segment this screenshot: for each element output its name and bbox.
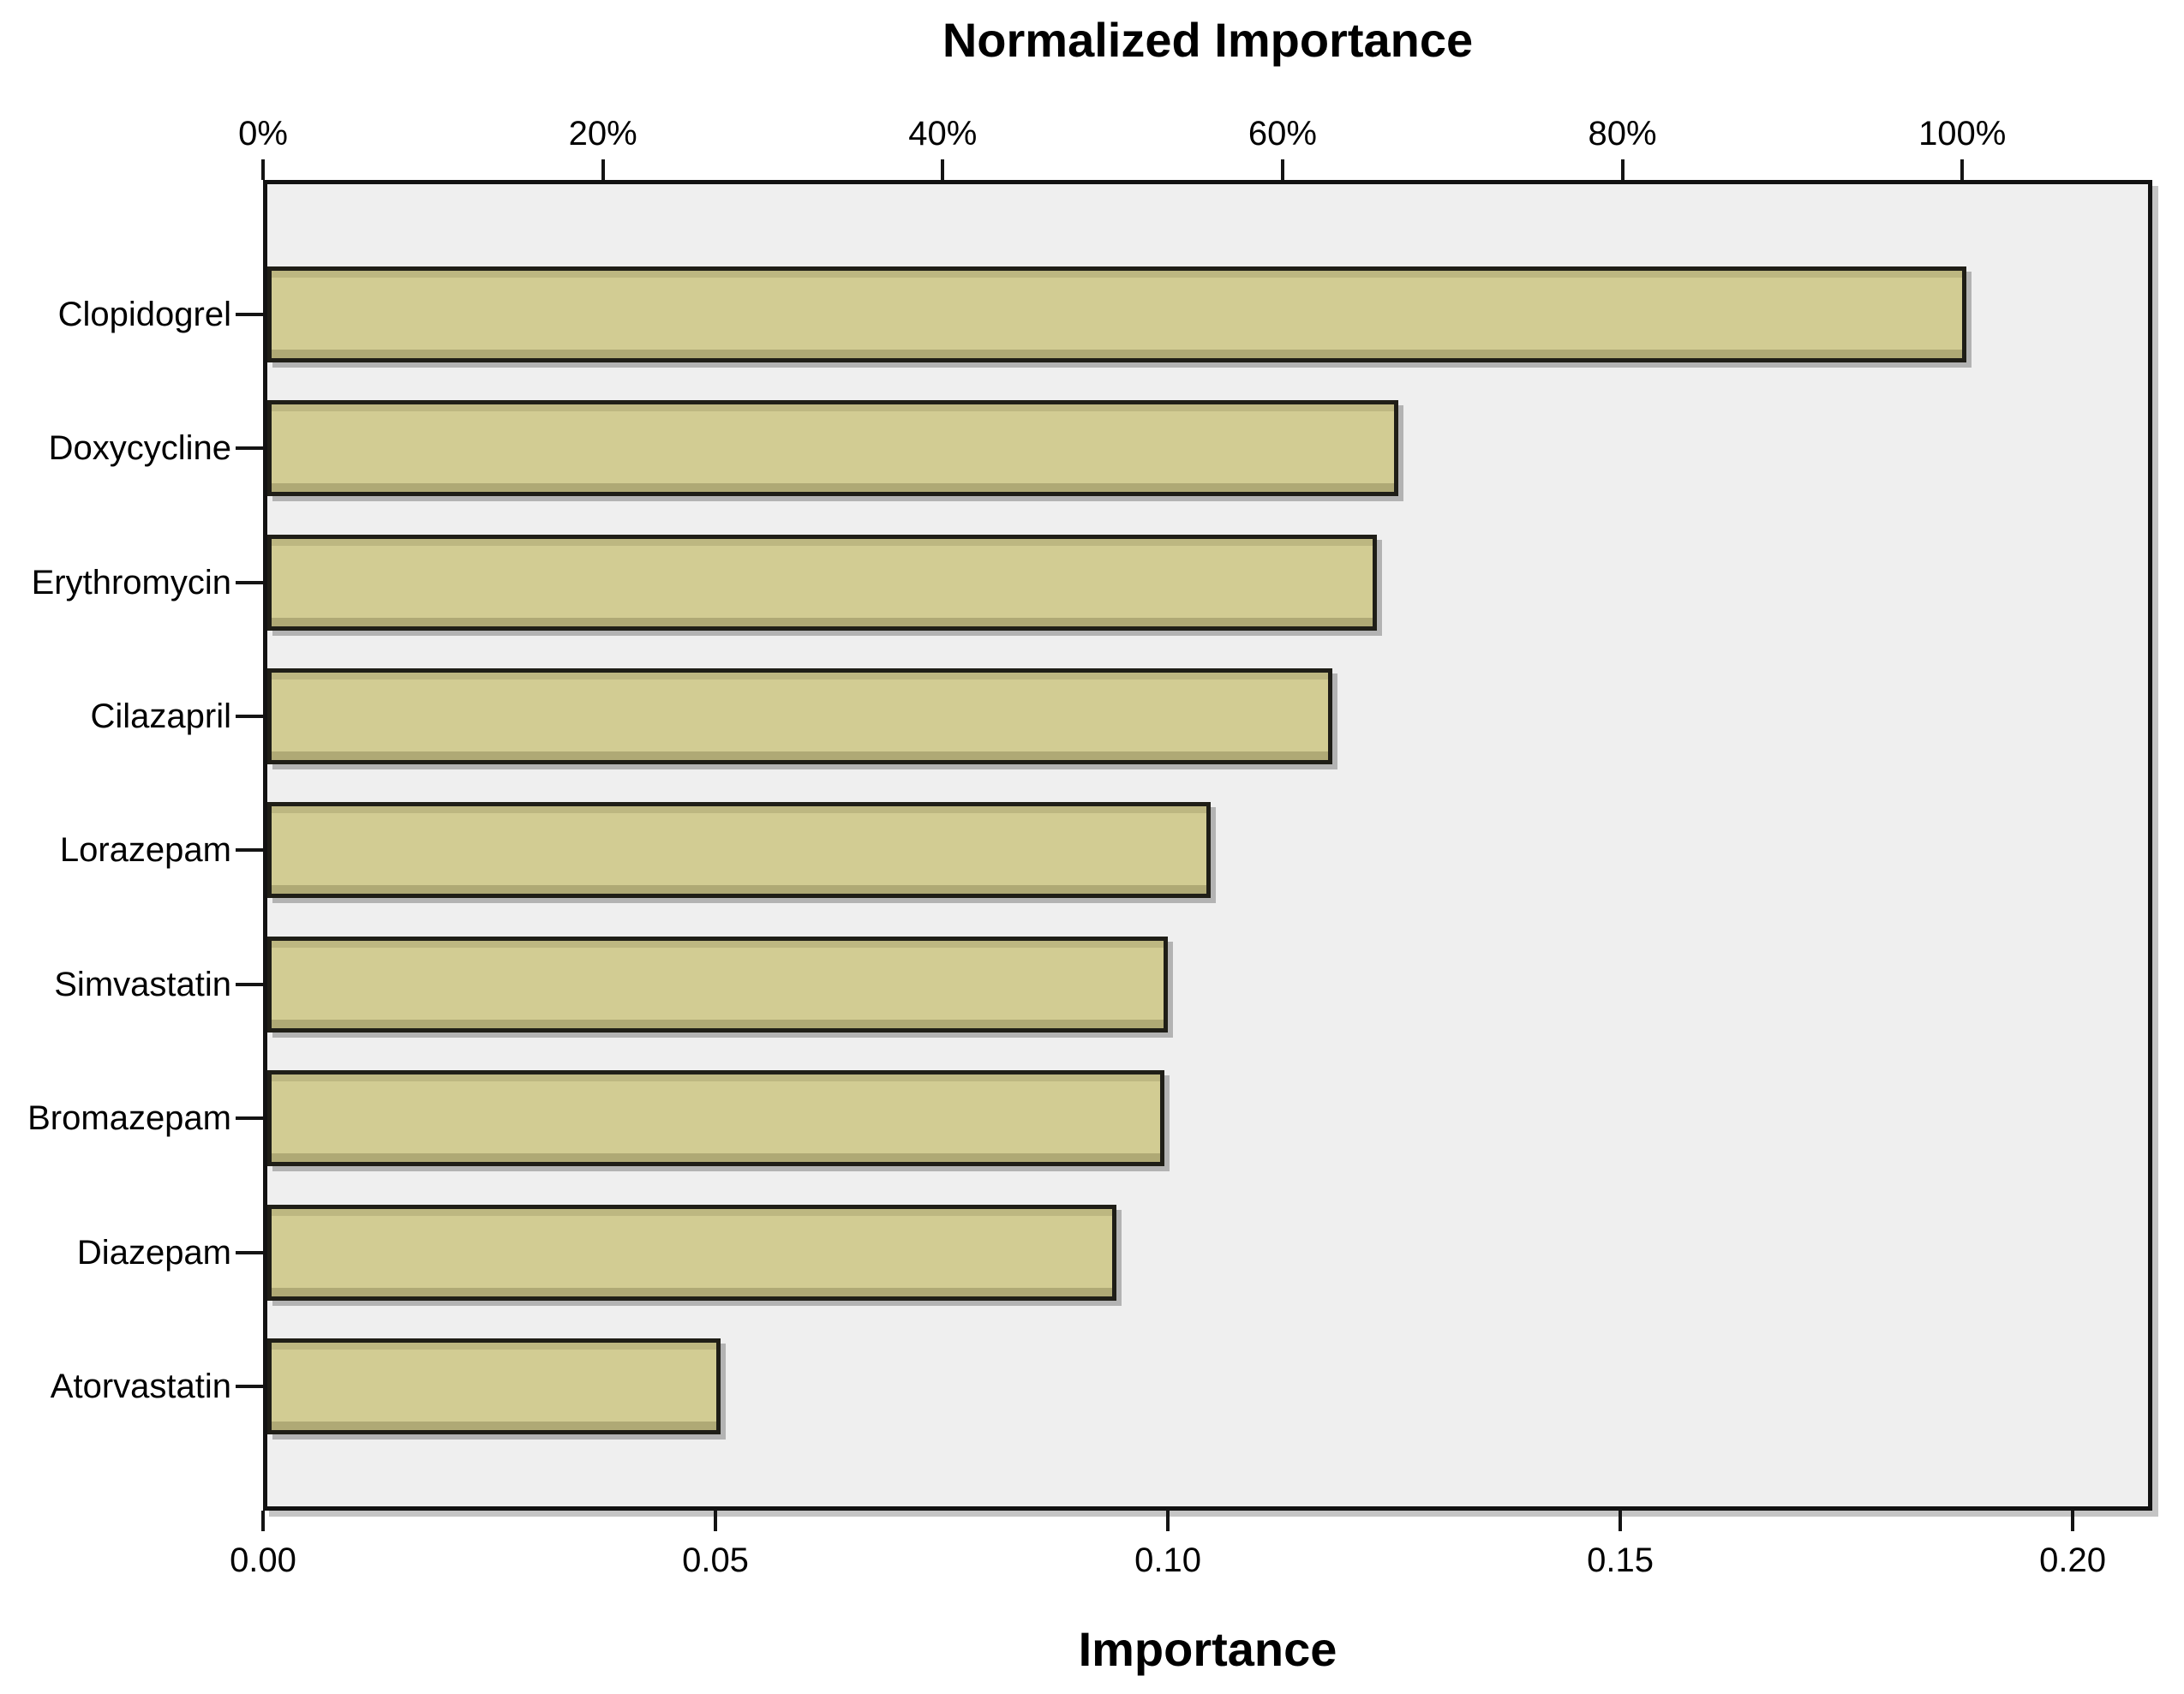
top-tick [1960, 159, 1965, 180]
bottom-tick-label: 0.20 [2039, 1541, 2106, 1579]
top-tick-label: 0% [238, 115, 288, 153]
top-tick-label: 100% [1918, 115, 2007, 153]
bottom-tick-label: 0.05 [682, 1541, 749, 1579]
category-tick [236, 1250, 263, 1254]
bar-clopidogrel [267, 266, 1967, 362]
category-label: Diazepam [76, 1233, 231, 1272]
bottom-tick [2071, 1511, 2075, 1531]
category-label: Erythromycin [31, 563, 231, 602]
bottom-tick [261, 1511, 265, 1531]
category-tick [236, 715, 263, 719]
bar-simvastatin [267, 936, 1168, 1033]
category-tick [236, 1385, 263, 1389]
category-label: Cilazapril [90, 697, 232, 736]
top-tick-label: 80% [1588, 115, 1657, 153]
category-label: Doxycycline [48, 429, 231, 468]
top-tick-label: 60% [1248, 115, 1317, 153]
bar-lorazepam [267, 802, 1212, 899]
top-tick-label: 40% [908, 115, 978, 153]
category-label: Lorazepam [59, 831, 231, 870]
bar-atorvastatin [267, 1338, 721, 1434]
bottom-tick [1166, 1511, 1170, 1531]
category-tick [236, 848, 263, 853]
category-label: Atorvastatin [50, 1368, 231, 1406]
top-tick [941, 159, 945, 180]
category-tick [236, 982, 263, 986]
top-tick-label: 20% [568, 115, 637, 153]
bar-cilazapril [267, 668, 1332, 765]
category-tick [236, 312, 263, 316]
chart-title: Normalized Importance [942, 13, 1474, 67]
top-tick [601, 159, 605, 180]
bottom-tick-label: 0.15 [1587, 1541, 1654, 1579]
category-tick [236, 446, 263, 451]
bottom-tick-label: 0.10 [1134, 1541, 1201, 1579]
category-tick [236, 580, 263, 584]
bar-doxycycline [267, 400, 1399, 497]
category-label: Bromazepam [27, 1099, 231, 1138]
top-tick [1280, 159, 1284, 180]
category-label: Clopidogrel [57, 295, 231, 333]
category-tick [236, 1116, 263, 1121]
bottom-tick-label: 0.00 [230, 1541, 296, 1579]
bar-bromazepam [267, 1070, 1164, 1167]
x-axis-title: Importance [1078, 1622, 1337, 1676]
bottom-tick [714, 1511, 718, 1531]
bar-erythromycin [267, 534, 1377, 631]
bottom-tick [1619, 1511, 1623, 1531]
top-tick [261, 159, 265, 180]
category-label: Simvastatin [54, 965, 231, 1003]
top-tick [1620, 159, 1625, 180]
bar-diazepam [267, 1204, 1116, 1301]
